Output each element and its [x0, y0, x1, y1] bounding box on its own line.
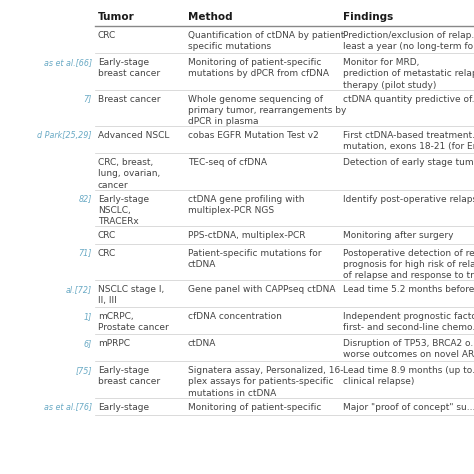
Text: Early-stage
NSCLC,
TRACERx: Early-stage NSCLC, TRACERx: [98, 194, 149, 227]
Text: Early-stage
breast cancer: Early-stage breast cancer: [98, 58, 160, 79]
Text: [75]: [75]: [75, 366, 92, 375]
Text: Tumor: Tumor: [98, 12, 135, 22]
Text: Quantification of ctDNA by patient-
specific mutations: Quantification of ctDNA by patient- spec…: [188, 31, 347, 52]
Text: Disruption of TP53, BRCA2 o...
worse outcomes on novel AR...: Disruption of TP53, BRCA2 o... worse out…: [343, 339, 474, 359]
Text: as et al.[66]: as et al.[66]: [44, 58, 92, 67]
Text: Early-stage: Early-stage: [98, 402, 149, 411]
Text: CRC, breast,
lung, ovarian,
cancer: CRC, breast, lung, ovarian, cancer: [98, 158, 160, 190]
Text: Prediction/exclusion of relap...
least a year (no long-term fol...: Prediction/exclusion of relap... least a…: [343, 31, 474, 52]
Text: Monitoring of patient-specific
mutations by dPCR from cfDNA: Monitoring of patient-specific mutations…: [188, 58, 329, 79]
Text: Signatera assay, Personalized, 16-
plex assays for patients-specific
mutations i: Signatera assay, Personalized, 16- plex …: [188, 366, 344, 398]
Text: Method: Method: [188, 12, 233, 22]
Text: Monitoring after surgery: Monitoring after surgery: [343, 231, 454, 240]
Text: ctDNA gene profiling with
multiplex-PCR NGS: ctDNA gene profiling with multiplex-PCR …: [188, 194, 304, 215]
Text: Patient-specific mutations for
ctDNA: Patient-specific mutations for ctDNA: [188, 248, 321, 269]
Text: Major "proof of concept" su...: Major "proof of concept" su...: [343, 402, 474, 411]
Text: Postoperative detection of re...
prognosis for high risk of rela...
of relapse a: Postoperative detection of re... prognos…: [343, 248, 474, 281]
Text: Independent prognostic facto...
first- and second-line chemo...: Independent prognostic facto... first- a…: [343, 312, 474, 332]
Text: PPS-ctDNA, multiplex-PCR: PPS-ctDNA, multiplex-PCR: [188, 231, 306, 240]
Text: cfDNA concentration: cfDNA concentration: [188, 312, 282, 321]
Text: cobas EGFR Mutation Test v2: cobas EGFR Mutation Test v2: [188, 131, 319, 140]
Text: Early-stage
breast cancer: Early-stage breast cancer: [98, 366, 160, 386]
Text: Advanced NSCL: Advanced NSCL: [98, 131, 169, 140]
Text: as et al.[76]: as et al.[76]: [44, 402, 92, 411]
Text: mCRPC,
Prostate cancer: mCRPC, Prostate cancer: [98, 312, 169, 332]
Text: Breast cancer: Breast cancer: [98, 94, 161, 103]
Text: Findings: Findings: [343, 12, 393, 22]
Text: Whole genome sequencing of
primary tumor, rearrangements by
dPCR in plasma: Whole genome sequencing of primary tumor…: [188, 94, 346, 127]
Text: ctDNA: ctDNA: [188, 339, 216, 348]
Text: CRC: CRC: [98, 248, 116, 257]
Text: Gene panel with CAPPseq ctDNA: Gene panel with CAPPseq ctDNA: [188, 285, 336, 294]
Text: 7]: 7]: [84, 94, 92, 103]
Text: 82]: 82]: [79, 194, 92, 203]
Text: Identify post-operative relaps...: Identify post-operative relaps...: [343, 194, 474, 203]
Text: d Park[25,29]: d Park[25,29]: [37, 131, 92, 140]
Text: ctDNA quantity predictive of...: ctDNA quantity predictive of...: [343, 94, 474, 103]
Text: First ctDNA-based treatment...
mutation, exons 18-21 (for Er...: First ctDNA-based treatment... mutation,…: [343, 131, 474, 152]
Text: CRC: CRC: [98, 231, 116, 240]
Text: 71]: 71]: [79, 248, 92, 257]
Text: NSCLC stage I,
II, III: NSCLC stage I, II, III: [98, 285, 164, 305]
Text: CRC: CRC: [98, 31, 116, 40]
Text: Lead time 5.2 months before...: Lead time 5.2 months before...: [343, 285, 474, 294]
Text: 6]: 6]: [84, 339, 92, 348]
Text: Monitor for MRD,
prediction of metastatic relap...
therapy (pilot study): Monitor for MRD, prediction of metastati…: [343, 58, 474, 90]
Text: 1]: 1]: [84, 312, 92, 321]
Text: Lead time 8.9 months (up to...
clinical relapse): Lead time 8.9 months (up to... clinical …: [343, 366, 474, 386]
Text: TEC-seq of cfDNA: TEC-seq of cfDNA: [188, 158, 267, 167]
Text: Monitoring of patient-specific: Monitoring of patient-specific: [188, 402, 321, 411]
Text: mPRPC: mPRPC: [98, 339, 130, 348]
Text: al.[72]: al.[72]: [66, 285, 92, 294]
Text: Detection of early stage tumo...: Detection of early stage tumo...: [343, 158, 474, 167]
